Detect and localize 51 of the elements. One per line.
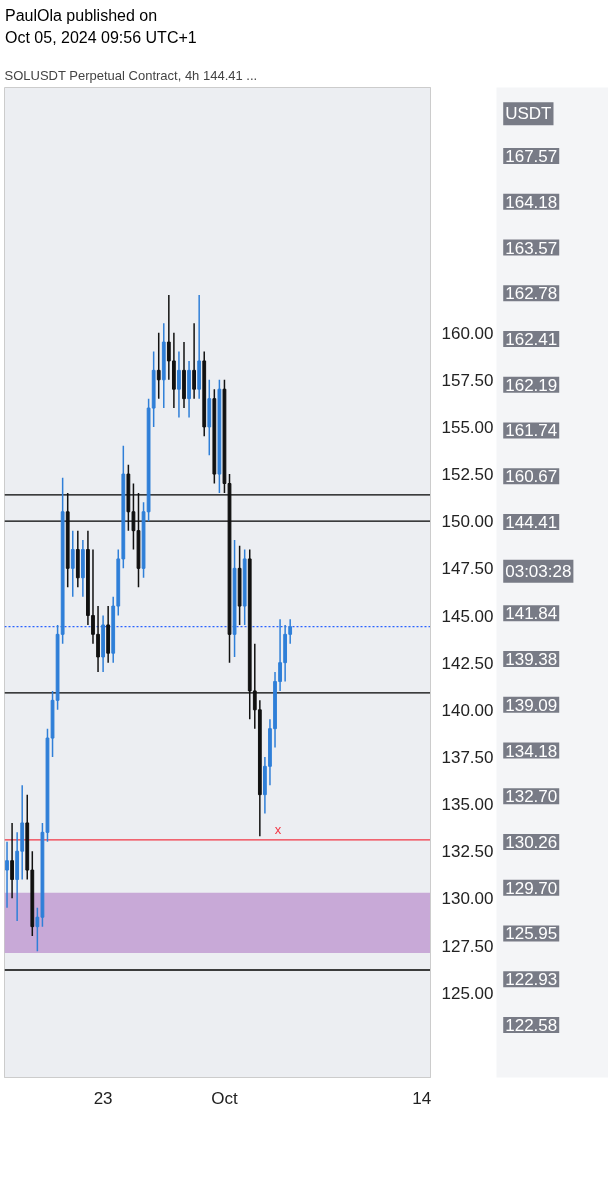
y-tick-label: 157.50 (441, 370, 494, 390)
y-tick-label: 142.50 (441, 653, 494, 673)
y-tick-label: 125.00 (441, 983, 494, 1003)
x-tick-label: Oct (211, 1088, 238, 1108)
text: 139.09 (505, 695, 558, 715)
text: 122.93 (505, 970, 558, 990)
text: 141.84 (505, 604, 558, 624)
y-tick-label: 137.50 (441, 747, 494, 767)
candlestick (177, 350, 181, 419)
y-tick-label: 130.00 (441, 889, 494, 909)
text: 163.57 (505, 238, 558, 258)
text: 162.78 (505, 284, 558, 304)
text: 129.70 (505, 878, 558, 898)
y-tick-label: 127.50 (441, 936, 494, 956)
text: 134.18 (505, 741, 558, 761)
text: 144.41 (505, 512, 558, 532)
text: 167.57 (505, 147, 558, 167)
x-tick-label: 14 (412, 1088, 432, 1108)
x-tick-label: 23 (93, 1088, 113, 1108)
text: 162.19 (505, 375, 558, 395)
text: 162.41 (505, 329, 558, 349)
candlestick (156, 331, 161, 400)
candlestick (5, 841, 9, 909)
text: PaulOla published on (5, 7, 158, 24)
candlestick (70, 529, 75, 598)
annotation: x (274, 821, 282, 837)
text: 03:03:28 (505, 561, 572, 581)
text: USDT (505, 104, 552, 124)
y-tick-label: 145.00 (441, 606, 494, 626)
y-tick-label: 147.50 (441, 559, 494, 579)
y-tick-label: 152.50 (441, 465, 494, 485)
text: 130.26 (505, 833, 558, 853)
text: 164.18 (505, 192, 558, 212)
candlestick (35, 907, 40, 952)
candlestick (131, 482, 136, 551)
text: 161.74 (505, 421, 558, 441)
y-tick-label: 135.00 (441, 795, 494, 815)
text: Oct 05, 2024 09:56 UTC+1 (5, 29, 197, 46)
text: 132.70 (505, 787, 558, 807)
text: 125.95 (505, 924, 558, 944)
y-tick-label: 150.00 (441, 512, 494, 532)
y-tick-label: 140.00 (441, 700, 494, 720)
candlestick (10, 822, 14, 900)
chart-title: SOLUSDT Perpetual Contract, 4h 144.41 ... (4, 67, 258, 83)
text: 139.38 (505, 650, 558, 670)
text: 122.58 (505, 1015, 558, 1035)
y-tick-label: 132.50 (441, 842, 494, 862)
text: 160.67 (505, 467, 558, 487)
y-tick-label: 155.00 (441, 417, 494, 437)
candlestick (192, 322, 196, 400)
y-tick-label: 160.00 (441, 323, 494, 343)
